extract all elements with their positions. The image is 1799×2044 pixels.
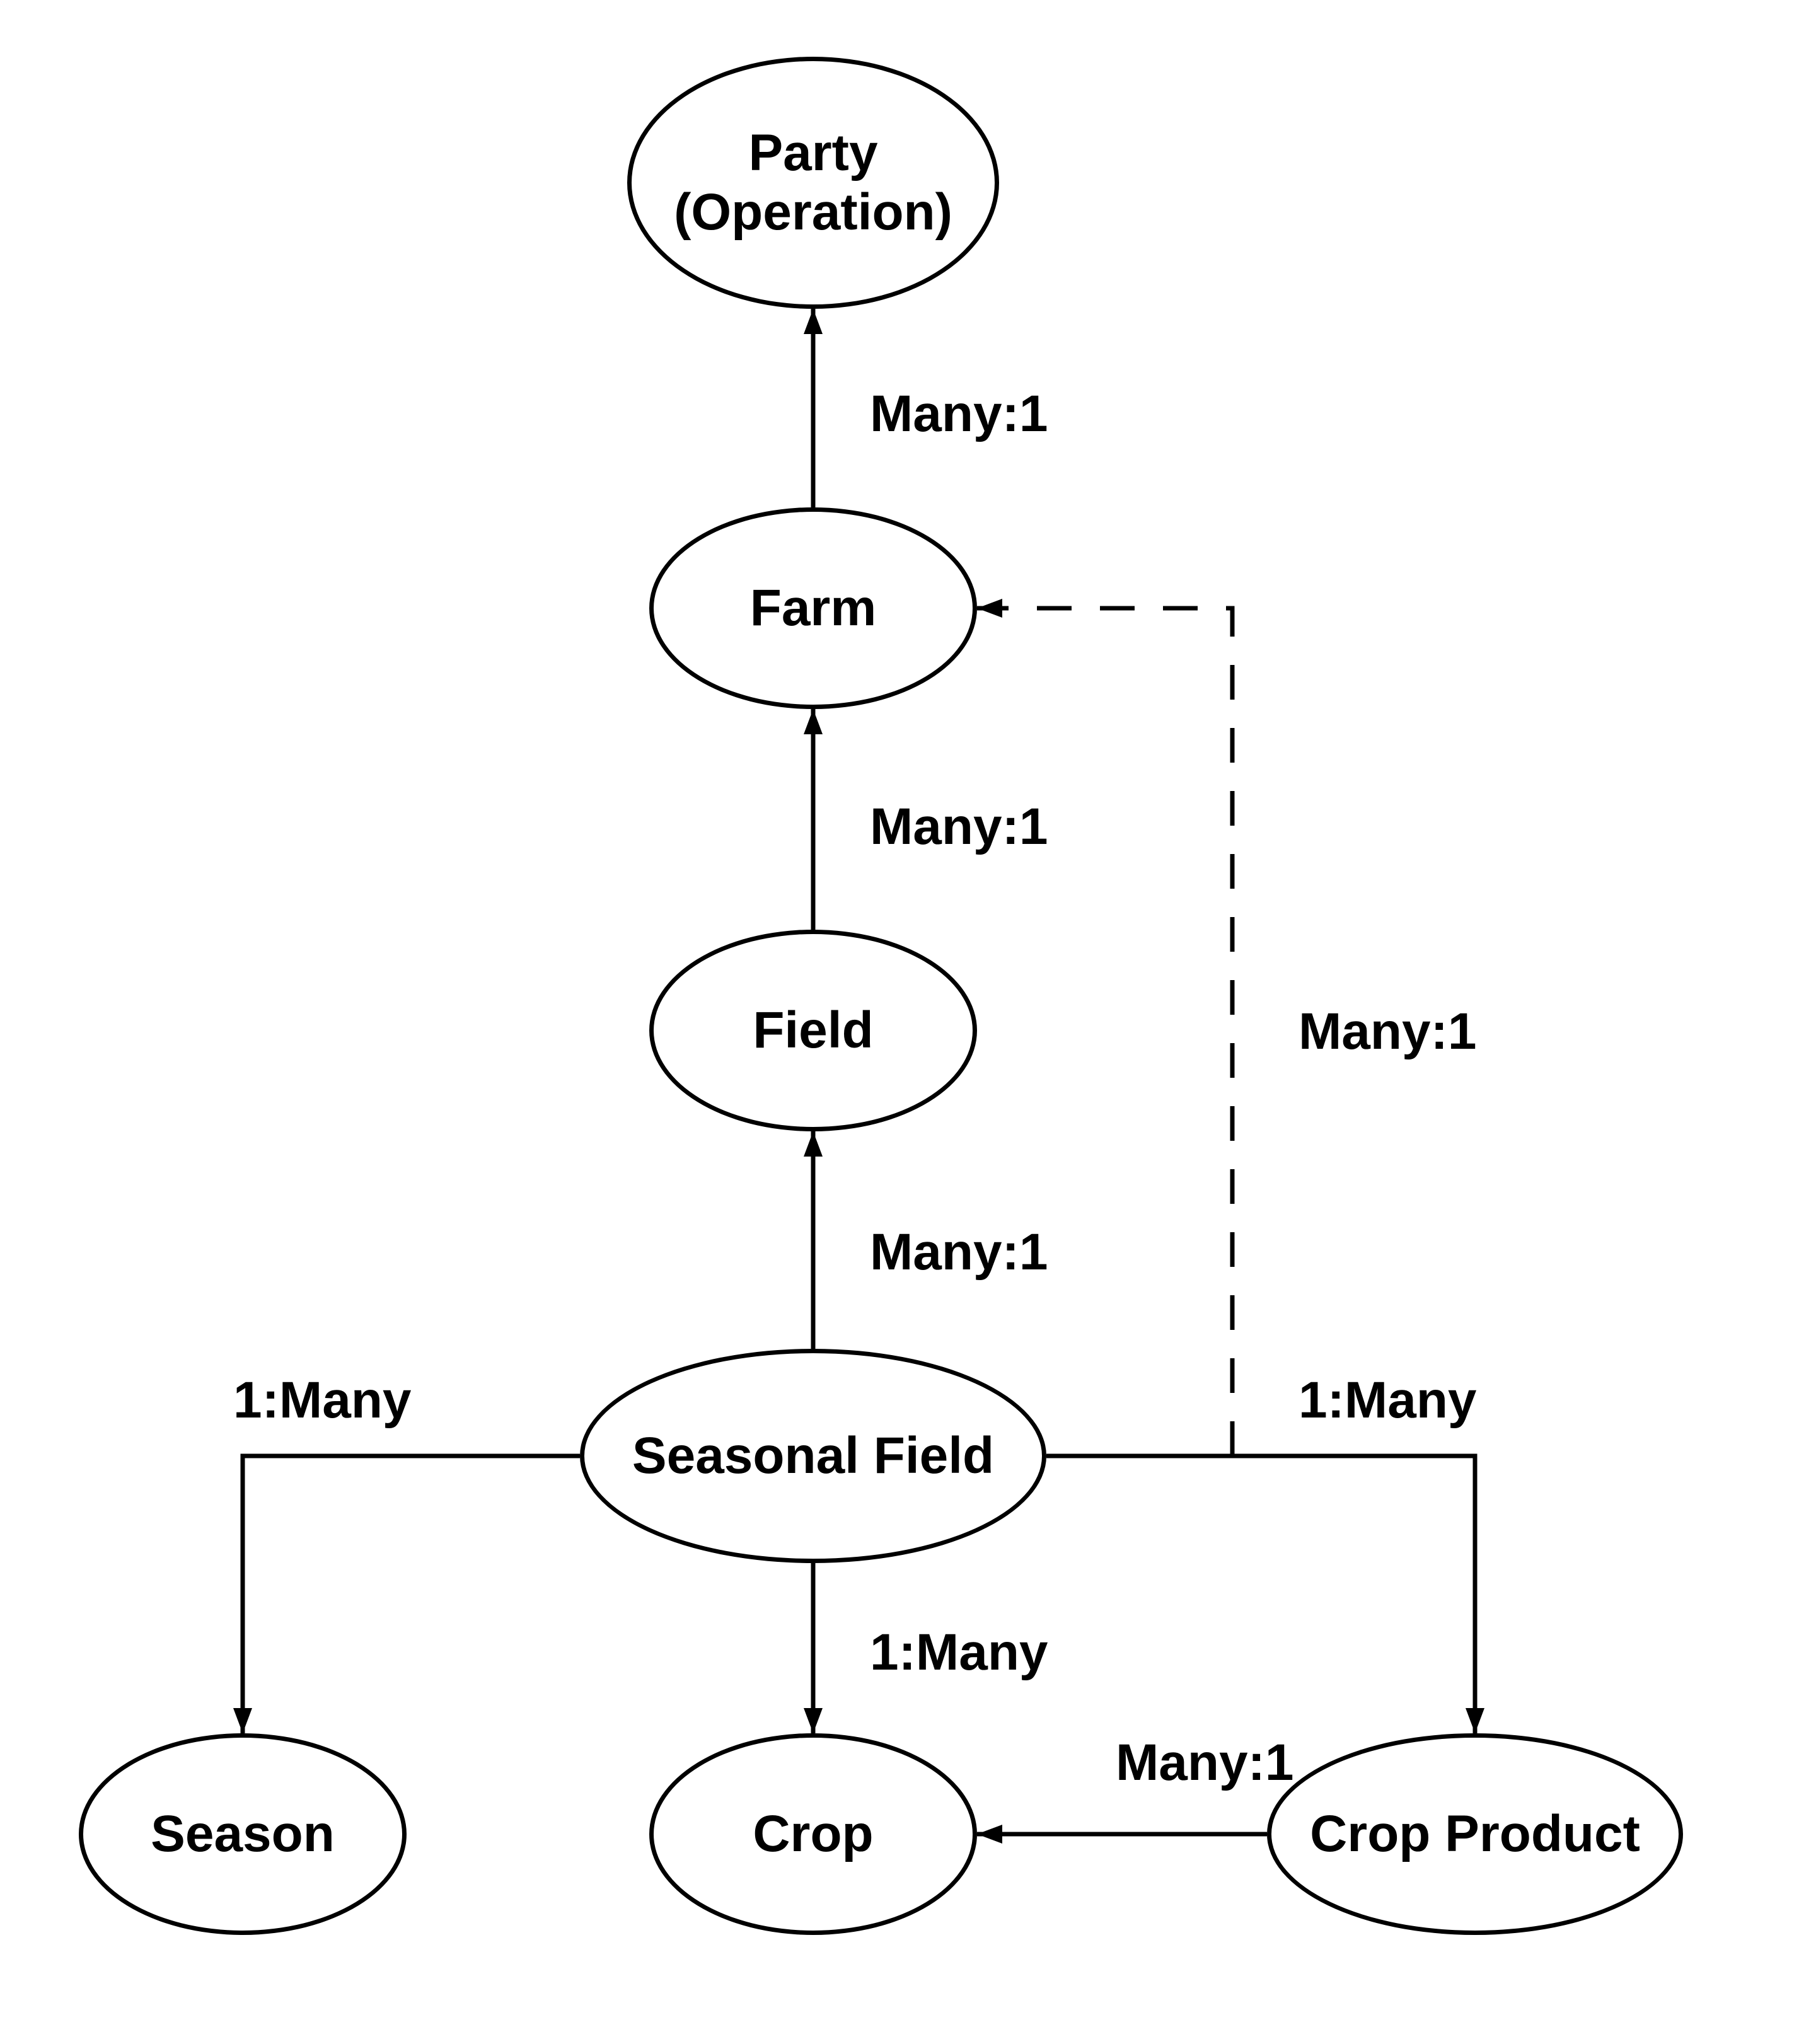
node-label-season: Season	[151, 1804, 335, 1864]
node-season: Season	[79, 1733, 407, 1935]
node-field: Field	[649, 930, 977, 1131]
node-label-seasonal_field: Seasonal Field	[632, 1426, 994, 1486]
node-label-crop: Crop	[753, 1804, 873, 1864]
edge-seasonal-to-cropprod	[1046, 1456, 1475, 1733]
edge-label-seasonal-to-cropprod: 1:Many	[1299, 1371, 1477, 1430]
edge-seasonal-to-season	[243, 1456, 580, 1733]
edge-label-seasonal-to-crop: 1:Many	[870, 1623, 1048, 1682]
node-label-farm: Farm	[750, 579, 877, 638]
node-party: Party (Operation)	[627, 57, 999, 309]
node-label-crop_product: Crop Product	[1310, 1804, 1640, 1864]
node-seasonal_field: Seasonal Field	[580, 1349, 1046, 1563]
er-diagram: Many:1 Many:1 Many:1 1:Many 1:Many 1:Many Many…	[0, 0, 1799, 2044]
edge-label-field-to-farm: Many:1	[870, 797, 1048, 857]
edge-cropprod-to-farm	[977, 608, 1232, 1456]
node-crop: Crop	[649, 1733, 977, 1935]
edge-label-farm-to-party: Many:1	[870, 384, 1048, 444]
node-label-field: Field	[753, 1001, 873, 1060]
edge-label-cropprod-to-farm: Many:1	[1299, 1002, 1477, 1061]
edge-label-cropprod-to-crop: Many:1	[1116, 1733, 1294, 1793]
node-farm: Farm	[649, 507, 977, 709]
node-crop_product: Crop Product	[1267, 1733, 1683, 1935]
edge-label-seasonal-to-season: 1:Many	[233, 1371, 412, 1430]
node-label-party: Party (Operation)	[674, 124, 952, 243]
edge-label-seasonal-to-field: Many:1	[870, 1223, 1048, 1282]
